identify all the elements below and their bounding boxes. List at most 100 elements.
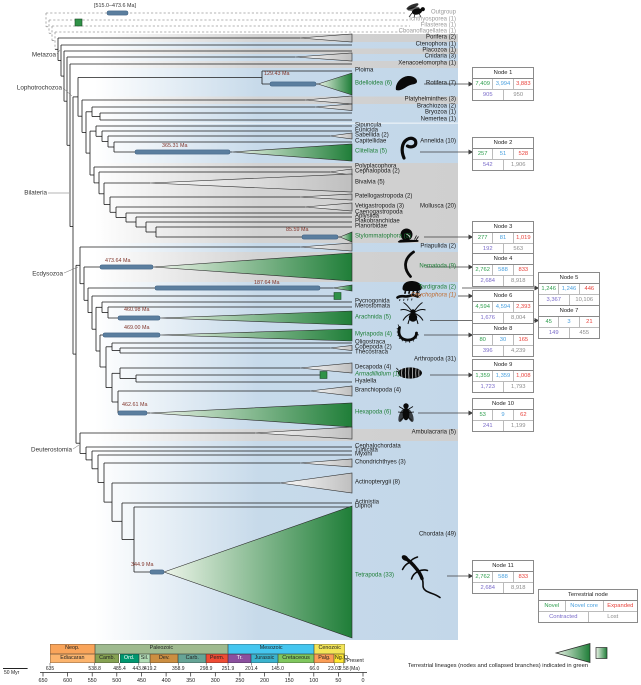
axis-label-100: 100	[309, 677, 319, 684]
node-value-c-n: 4,594	[475, 304, 490, 310]
tip-label-oligostraca: Oligostraca	[355, 339, 386, 346]
tip-label-ctenophora-1: Ctenophora (1)	[415, 41, 456, 48]
collapsed-clade-triangle	[329, 132, 353, 140]
clade-label-connector	[72, 444, 80, 450]
axis-label-450: 450	[137, 677, 146, 684]
tip-label-arachnida-5: Arachnida (5)	[355, 314, 392, 321]
node-value-c-nc: 588	[492, 572, 512, 582]
node-value-c-lo: 8,918	[502, 583, 534, 593]
node-value-c-n: 45	[545, 319, 552, 325]
background-band	[95, 282, 458, 429]
tip-label-onychophora-1: Onychophora (1)	[410, 292, 456, 299]
node-box-title: Node 1	[473, 68, 533, 79]
terrestrial-node-legend: Terrestrial node Novel Novel core Expand…	[538, 589, 638, 623]
period-q: Q.	[343, 653, 350, 663]
node-box-node-5: Node 5 1,246 1,246 446 3,367 10,106	[538, 272, 600, 306]
tip-label-chordata-49: Chordata (49)	[418, 531, 456, 538]
tip-label-tetrapoda-33: Tetrapoda (33)	[355, 572, 395, 579]
node-value-c-lo: 10,106	[568, 295, 600, 305]
collapsed-clade-triangle	[279, 472, 353, 494]
axis-label-50: 50	[335, 677, 342, 684]
node-box-node-9: Node 9 1,359 1,359 1,008 1,723 1,793	[472, 359, 534, 393]
outgroup-insect-silhouette	[406, 3, 425, 18]
node-box-row1: 257 51 528	[473, 149, 533, 159]
boundary-age-23-03: 23.03	[328, 665, 341, 672]
tip-label-dipnoi: Dipnoi	[355, 503, 373, 510]
node-value-c-nc: 9	[492, 410, 512, 420]
tip-label-sabellida-2: Sabellida (2)	[355, 132, 389, 139]
node-value-c-co: 3,367	[546, 297, 561, 303]
tip-label-planorbidae: Planorbidae	[355, 223, 388, 230]
legend-terrestrial-square	[595, 647, 608, 659]
tip-label-patellogastropoda-2: Patellogastropoda (2)	[355, 193, 413, 200]
pointer-arrowhead	[468, 234, 474, 240]
boundary-age-538-8: 538.8	[88, 665, 101, 672]
node-value-c-co: 2,684	[480, 278, 495, 284]
pointer-arrowhead	[468, 149, 474, 155]
age-calibration-bar	[134, 149, 231, 155]
node-box-title: Node 4	[473, 254, 533, 265]
node-value-c-n: 7,409	[475, 81, 490, 87]
terrestrial-clade-triangle	[159, 310, 353, 326]
node-value-c-n: 2,762	[475, 574, 490, 580]
node-box-row1: 1,359 1,359 1,008	[473, 371, 533, 381]
period-sil: Sil.	[138, 653, 151, 663]
tip-label-vetigastropoda-3: Vetigastropoda (3)	[355, 203, 405, 210]
tip-label-choanoflagellatea-1: Choanoflagellatea (1)	[398, 28, 456, 35]
tip-label-priapulida-2: Priapulida (2)	[420, 243, 456, 250]
tip-label-hyalella: Hyalella	[355, 378, 377, 385]
spider-silhouette	[400, 302, 426, 325]
legend-expanded: Expanded	[602, 601, 637, 611]
pointer-arrowhead	[468, 264, 474, 270]
node-box-row1: 53 9 62	[473, 410, 533, 420]
tip-label-actinopterygii-8: Actinopterygii (8)	[355, 479, 401, 486]
collapsed-clade-triangle	[299, 242, 353, 252]
node-value-c-ex: 1,019	[512, 233, 533, 243]
tip-label-plakobranchidae: Plakobranchidae	[355, 218, 400, 225]
legend-title: Terrestrial node	[539, 590, 637, 601]
clade-label-bilateria: Bilateria	[24, 189, 47, 197]
boundary-age-419-2: 419.2	[144, 665, 157, 672]
node-box-title: Node 8	[473, 324, 533, 335]
axis-label-400: 400	[161, 677, 171, 684]
node-value-c-lo: 1,906	[502, 160, 534, 170]
tip-label-bdelloidea-6: Bdelloidea (6)	[355, 80, 393, 87]
node-value-c-nc: 588	[492, 265, 512, 275]
node-value-c-n: 1,359	[475, 373, 490, 379]
tip-label-polyplacophora: Polyplacophora	[355, 163, 397, 170]
pointer-arrowhead	[534, 318, 540, 323]
node-box-row2: 1,676 8,004	[473, 312, 533, 323]
period-jurassic: Jurassic	[251, 653, 278, 663]
node-box-node-1: Node 1 7,409 3,994 3,883 905 950	[472, 67, 534, 101]
collapsed-clade-triangles	[74, 18, 353, 639]
node-value-c-lo: 8,918	[502, 276, 534, 286]
legend-collapsed-branch-triangle	[554, 643, 591, 663]
axis-label-0: 0	[361, 677, 365, 684]
period-palg: Palg.	[314, 653, 335, 663]
pointer-arrowhead	[468, 332, 474, 338]
node-value-c-ex: 2,393	[512, 302, 533, 312]
snail-silhouette	[397, 228, 419, 243]
age-label-344-9-ma: 344.9 Ma	[131, 562, 154, 568]
axis-label-600: 600	[63, 677, 73, 684]
node-box-node-10: Node 10 53 9 62 241 1,199	[472, 398, 534, 432]
node-value-c-n: 277	[477, 235, 488, 241]
ma-unit-label: (Ma)	[349, 665, 360, 672]
legend-contracted: Contracted	[549, 614, 578, 620]
era-mesozoic: Mesozoic	[228, 644, 315, 654]
node-box-row2: 396 4,239	[473, 345, 533, 356]
clade-label-deuterostomia: Deuterostomia	[31, 446, 72, 454]
tip-label-chondrichthyes-3: Chondrichthyes (3)	[355, 459, 406, 466]
age-label-365-31-ma: 365.31 Ma	[162, 143, 188, 149]
clade-label-connector	[62, 87, 73, 97]
collapsed-clade-triangle	[309, 385, 353, 397]
background-band	[95, 54, 458, 61]
node-value-c-co: 241	[482, 423, 493, 429]
myriapod-silhouette	[396, 324, 419, 343]
node-box-title: Node 9	[473, 360, 533, 371]
node-value-c-lo: 950	[502, 90, 534, 100]
node-box-row2: 3,367 10,106	[539, 294, 599, 305]
node-value-c-nc: 30	[492, 335, 512, 345]
terrestrial-clade-triangle	[231, 143, 353, 162]
